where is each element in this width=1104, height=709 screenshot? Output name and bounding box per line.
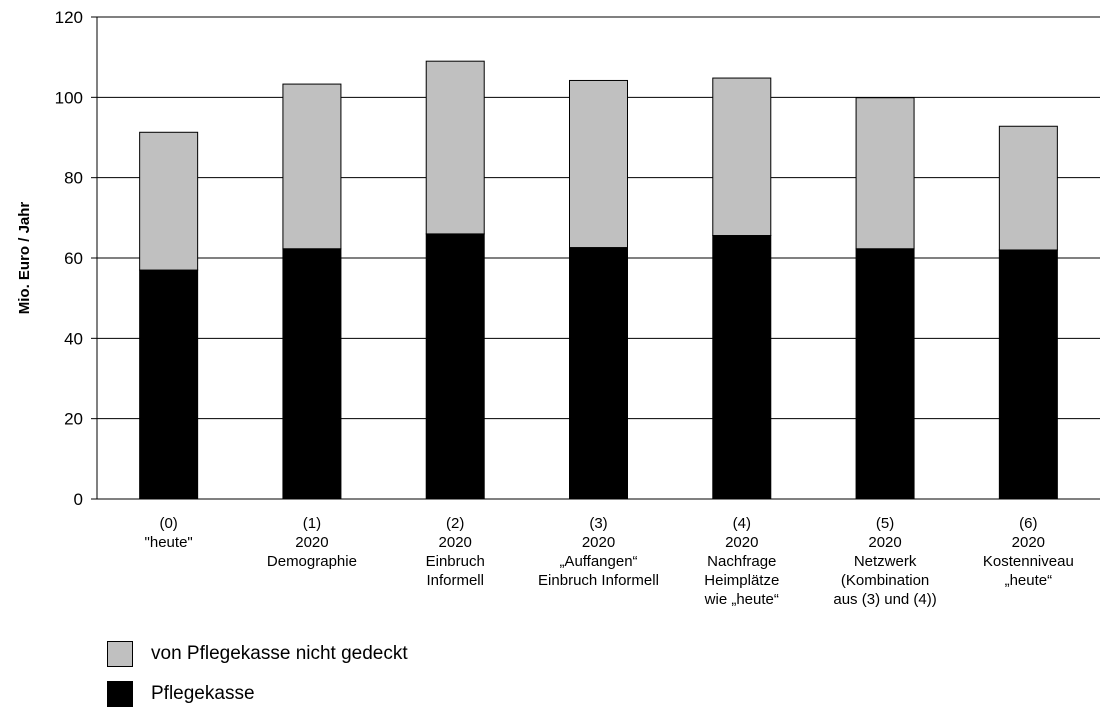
x-tick-label: (4) 2020 Nachfrage Heimplätze wie „heute“	[704, 515, 780, 608]
bar-segment-not-covered	[282, 83, 342, 250]
axes	[96, 17, 1100, 500]
bar-segment-not-covered	[139, 131, 199, 271]
x-tick-label: (0) "heute"	[145, 515, 193, 551]
bar-segment-pflegekasse	[282, 248, 342, 500]
legend-label-pflegekasse: Pflegekasse	[151, 683, 255, 704]
x-tick-label: (3) 2020 „Auffangen“ Einbruch Informell	[538, 515, 659, 589]
legend-swatch-not-covered	[107, 641, 133, 667]
y-tick-label: 100	[55, 88, 83, 107]
bar-segment-not-covered	[425, 60, 485, 235]
bar-segment-pflegekasse	[998, 249, 1058, 500]
y-tick-label: 40	[64, 329, 83, 348]
legend-item-pflegekasse: Pflegekasse	[107, 681, 255, 707]
stacked-bar-chart: 0 20 40 60 80 100 120 (0) "heute" (1) 2020 Demogra…	[16, 8, 1100, 608]
x-tick-labels: (0) "heute" (1) 2020 Demographie (2) 2020 Einbr…	[145, 515, 1074, 608]
bar-segment-pflegekasse	[855, 248, 915, 500]
x-tick-label: (1) 2020 Demographie	[267, 515, 357, 570]
bar-segment-not-covered	[569, 79, 628, 249]
x-tick-label: (5) 2020 Netzwerk (Kombination aus (3) und (…	[833, 515, 936, 608]
y-axis-label: Mio. Euro / Jahr	[16, 202, 33, 315]
y-tick-label: 60	[64, 249, 83, 268]
y-tick-label: 20	[64, 410, 83, 429]
legend-item-not-covered: von Pflegekasse nicht gedeckt	[107, 641, 408, 667]
y-tick-label: 80	[64, 169, 83, 188]
bar-segment-not-covered	[855, 97, 915, 250]
bar-segment-pflegekasse	[712, 235, 772, 500]
bar-segment-not-covered	[998, 125, 1058, 251]
y-tick-label: 0	[74, 490, 83, 509]
bar-segment-pflegekasse	[569, 247, 628, 500]
legend-swatch-pflegekasse	[107, 681, 133, 707]
bar-segment-not-covered	[712, 77, 772, 237]
y-tick-labels: 0 20 40 60 80 100 120	[55, 8, 83, 509]
bar-segment-pflegekasse	[425, 233, 485, 500]
bar-segment-pflegekasse	[139, 269, 199, 500]
legend-label-not-covered: von Pflegekasse nicht gedeckt	[151, 643, 408, 664]
bars	[139, 60, 1058, 500]
x-tick-label: (6) 2020 Kostenniveau „heute“	[983, 515, 1074, 589]
x-tick-label: (2) 2020 Einbruch Informell	[426, 515, 485, 589]
y-tick-label: 120	[55, 8, 83, 27]
